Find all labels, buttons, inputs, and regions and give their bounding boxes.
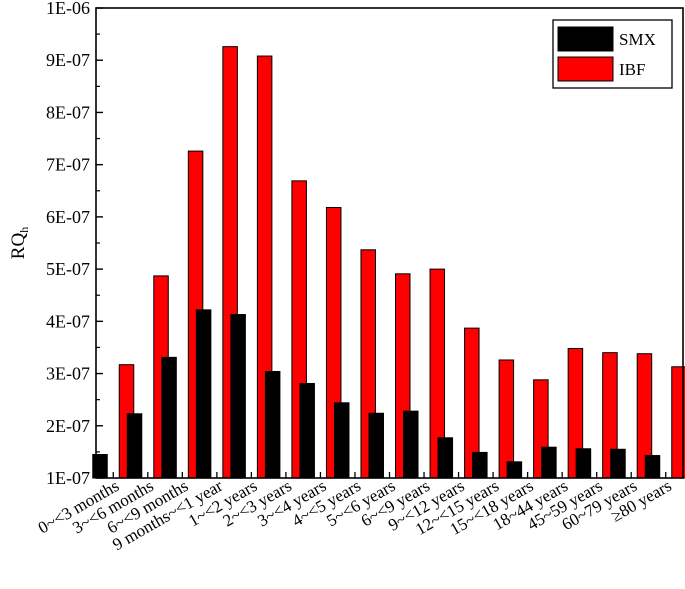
bar-smx [610,448,626,479]
bar-ibf [498,359,515,479]
y-tick-label: 9E-07 [46,50,90,70]
bar-smx [161,356,177,479]
bars [92,46,685,479]
bar-smx [230,314,246,479]
y-tick-label: 3E-07 [46,364,90,384]
bar-smx [437,437,454,479]
y-tick-label: 6E-07 [46,207,90,227]
bar-smx [126,413,143,479]
bar-smx [506,461,523,479]
bar-smx [403,410,419,479]
bar-smx [264,370,281,479]
y-axis-title: RQh [8,227,31,259]
bar-smx [644,455,661,479]
y-tick-label: 5E-07 [46,259,90,279]
y-tick-label: 8E-07 [46,102,90,122]
bar-smx [195,309,212,479]
y-tick-label: 4E-07 [46,311,90,331]
bar-smx [299,382,315,479]
bar-smx [333,402,350,479]
y-tick-label: 1E-06 [46,0,90,18]
y-axis-ticks: 1E-07 2E-07 3E-07 4E-07 5E-07 6E-07 7E-07 8E-07… [46,0,103,488]
bar-smx [92,454,108,479]
bar-smx [541,446,557,479]
legend-label-ibf: IBF [619,60,645,79]
legend-swatch-ibf [557,56,614,82]
bar-smx [368,412,384,479]
legend: SMX IBF [552,19,673,89]
y-tick-label: 2E-07 [46,416,90,436]
bar-smx [472,451,488,479]
legend-label-smx: SMX [619,30,656,49]
bar-smx [575,448,592,479]
legend-swatch-smx [557,26,614,52]
y-tick-label: 1E-07 [46,468,90,488]
plot-area-frame [95,7,684,479]
y-tick-label: 7E-07 [46,155,90,175]
